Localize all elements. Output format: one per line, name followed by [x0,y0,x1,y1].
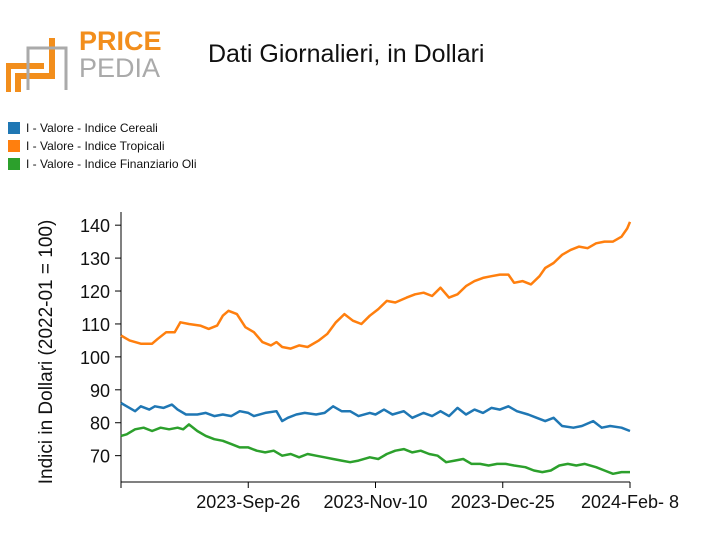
pricepedia-logo: PRICE PEDIA [5,20,166,96]
axes: 70 80 90 100 110 120 130 140 2023-Sep-26 2023-Nov… [36,212,679,512]
series-layer [120,221,632,476]
y-tick-label: 110 [81,315,110,335]
y-tick-label: 140 [80,216,110,236]
y-tick-label: 120 [80,282,110,302]
y-tick-label: 80 [90,414,110,434]
logo-text-price: PRICE [79,26,162,56]
legend-swatch-finanziario-oli [8,158,20,170]
x-tick-label: 2023-Nov-10 [323,492,427,512]
legend-item-tropicali[interactable]: I - Valore - Indice Tropicali [8,137,197,155]
legend-item-cereali[interactable]: I - Valore - Indice Cereali [8,119,197,137]
logo-mark: PRICE PEDIA [5,26,162,92]
x-tick-label: 2023-Dec-25 [451,492,555,512]
series-line-0 [120,401,631,433]
logo-text-pedia: PEDIA [79,53,160,83]
legend-label-cereali: I - Valore - Indice Cereali [26,121,158,135]
y-tick-label: 70 [90,447,110,467]
chart-title: Dati Giornalieri, in Dollari [208,40,485,68]
y-tick-label: 130 [80,249,110,269]
series-line-1 [120,221,632,350]
x-tick-label: 2023-Sep-26 [196,492,300,512]
y-tick-label: 90 [90,381,110,401]
legend-label-finanziario-oli: I - Valore - Indice Finanziario Oli [26,157,197,171]
legend-swatch-tropicali [8,140,20,152]
x-tick-label: 2024-Feb- 8 [581,492,679,512]
legend: I - Valore - Indice Cereali I - Valore -… [8,119,197,173]
series-line-2 [120,423,630,476]
legend-label-tropicali: I - Valore - Indice Tropicali [26,139,165,153]
legend-swatch-cereali [8,122,20,134]
legend-item-finanziario-oli[interactable]: I - Valore - Indice Finanziario Oli [8,155,197,173]
y-tick-label: 100 [80,348,110,368]
y-axis-title: Indici in Dollari (2022-01 = 100) [36,220,57,485]
